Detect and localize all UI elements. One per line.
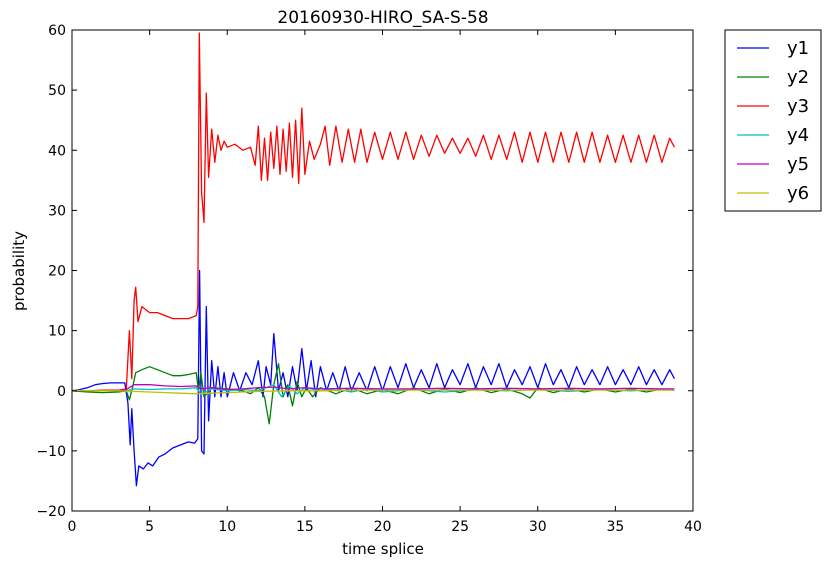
legend-label-y3: y3 [787, 96, 809, 117]
legend: y1 y2 y3 y4 y5 y6 [724, 29, 822, 212]
legend-label-y6: y6 [787, 183, 809, 204]
y-axis-label: probability [10, 231, 28, 311]
x-tick-label: 25 [451, 519, 469, 535]
y-tick-label: −20 [36, 504, 66, 520]
y-tick-label: 60 [48, 23, 66, 39]
y-tick-label: −10 [36, 444, 66, 460]
y-tick-label: 20 [48, 264, 66, 280]
x-tick-label: 30 [529, 519, 547, 535]
legend-label-y2: y2 [787, 67, 809, 88]
y-tick-label: 30 [48, 203, 66, 219]
x-tick-label: 0 [68, 519, 77, 535]
series-line-y3 [72, 32, 675, 392]
y-tick-label: 40 [48, 143, 66, 159]
x-tick-label: 35 [606, 519, 624, 535]
x-tick-label: 10 [218, 519, 236, 535]
y-tick-label: 50 [48, 83, 66, 99]
legend-label-y5: y5 [787, 154, 809, 175]
x-tick-label: 15 [296, 519, 314, 535]
legend-label-y4: y4 [787, 125, 809, 146]
y-tick-label: 10 [48, 324, 66, 340]
x-tick-label: 5 [145, 519, 154, 535]
x-tick-label: 40 [684, 519, 702, 535]
series-line-y6 [72, 389, 675, 395]
x-tick-label: 20 [374, 519, 392, 535]
legend-label-y1: y1 [787, 38, 809, 59]
y-tick-label: 0 [57, 384, 66, 400]
chart-title: 20160930-HIRO_SA-S-58 [277, 8, 488, 28]
series-line-y5 [72, 384, 675, 392]
x-axis-label: time splice [342, 540, 424, 558]
series-line-y2 [72, 363, 675, 425]
